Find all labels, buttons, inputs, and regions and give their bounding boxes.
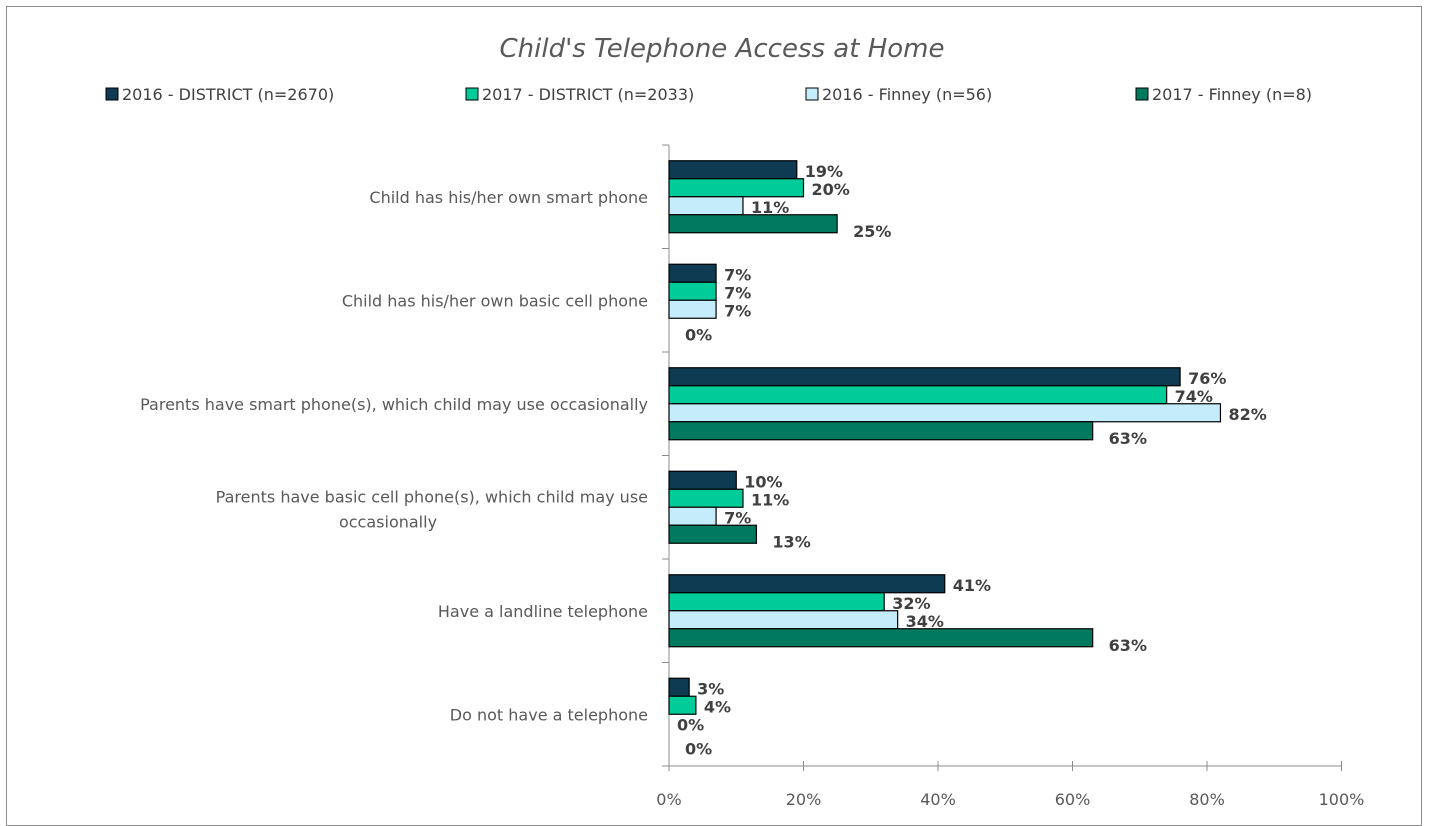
data-label: 76% — [1188, 369, 1226, 388]
data-label: 20% — [812, 180, 850, 199]
category-label: Child has his/her own basic cell phone — [342, 291, 648, 310]
bar — [668, 695, 697, 715]
data-label: 7% — [724, 508, 751, 527]
bar — [668, 610, 899, 630]
data-label: 63% — [1109, 429, 1147, 448]
data-label: 0% — [685, 325, 712, 344]
x-tick-label: 20% — [786, 790, 822, 809]
x-tick-label: 40% — [920, 790, 956, 809]
x-tick-label: 0% — [656, 790, 681, 809]
data-label: 13% — [772, 532, 810, 551]
data-label: 41% — [953, 576, 991, 595]
data-label: 4% — [704, 697, 731, 716]
bar — [668, 299, 717, 319]
category-label: Do not have a telephone — [450, 705, 648, 724]
bars — [668, 160, 1222, 715]
bar — [668, 488, 744, 508]
x-tick-label: 80% — [1189, 790, 1225, 809]
x-tick-label: 60% — [1055, 790, 1091, 809]
bar — [668, 367, 1181, 387]
axes: 0% 20% 40% 60% 80% 100% — [656, 144, 1365, 809]
legend-label-2: 2017 - DISTRICT (n=2033) — [482, 85, 694, 104]
bar — [668, 524, 758, 544]
bar — [668, 160, 798, 180]
legend-label-4: 2017 - Finney (n=8) — [1152, 85, 1312, 104]
data-label: 3% — [697, 679, 724, 698]
category-label: Have a landline telephone — [438, 602, 648, 621]
bar — [668, 281, 717, 301]
category-label: Parents have basic cell phone(s), which … — [216, 487, 648, 531]
data-label: 10% — [744, 472, 782, 491]
bar — [668, 628, 1094, 648]
data-label: 0% — [677, 715, 704, 734]
data-label: 32% — [892, 594, 930, 613]
data-label: 7% — [724, 283, 751, 302]
bar — [668, 196, 744, 216]
data-label: 82% — [1228, 405, 1266, 424]
data-labels: 19%20%11%25%7%7%7%0%76%74%82%63%10%11%7%… — [677, 162, 1267, 759]
bar — [668, 574, 946, 594]
legend-swatch-3 — [805, 87, 819, 101]
data-label: 11% — [751, 490, 789, 509]
category-label: Parents have smart phone(s), which child… — [140, 395, 648, 414]
data-label: 19% — [805, 162, 843, 181]
data-label: 11% — [751, 198, 789, 217]
legend-swatch-1 — [105, 87, 119, 101]
bar — [668, 592, 885, 612]
data-label: 7% — [724, 301, 751, 320]
bar — [668, 506, 717, 526]
data-label: 25% — [853, 222, 891, 241]
x-tick-label: 100% — [1319, 790, 1365, 809]
legend-swatch-2 — [465, 87, 479, 101]
bar — [668, 470, 737, 490]
data-label: 7% — [724, 265, 751, 284]
category-label: Child has his/her own smart phone — [369, 188, 648, 207]
legend: 2016 - DISTRICT (n=2670) 2017 - DISTRICT … — [105, 85, 1312, 104]
bar — [668, 263, 717, 283]
category-labels: Child has his/her own smart phone Child h… — [140, 188, 648, 725]
legend-label-3: 2016 - Finney (n=56) — [822, 85, 992, 104]
data-label: 0% — [685, 739, 712, 758]
bar — [668, 403, 1222, 423]
bar — [668, 677, 690, 697]
legend-label-1: 2016 - DISTRICT (n=2670) — [122, 85, 334, 104]
bar — [668, 385, 1168, 405]
chart-title: Child's Telephone Access at Home — [500, 34, 945, 64]
bar — [668, 178, 805, 198]
data-label: 34% — [906, 612, 944, 631]
bar — [668, 421, 1094, 441]
bar — [668, 214, 838, 234]
data-label: 74% — [1175, 387, 1213, 406]
legend-swatch-4 — [1135, 87, 1149, 101]
data-label: 63% — [1109, 636, 1147, 655]
